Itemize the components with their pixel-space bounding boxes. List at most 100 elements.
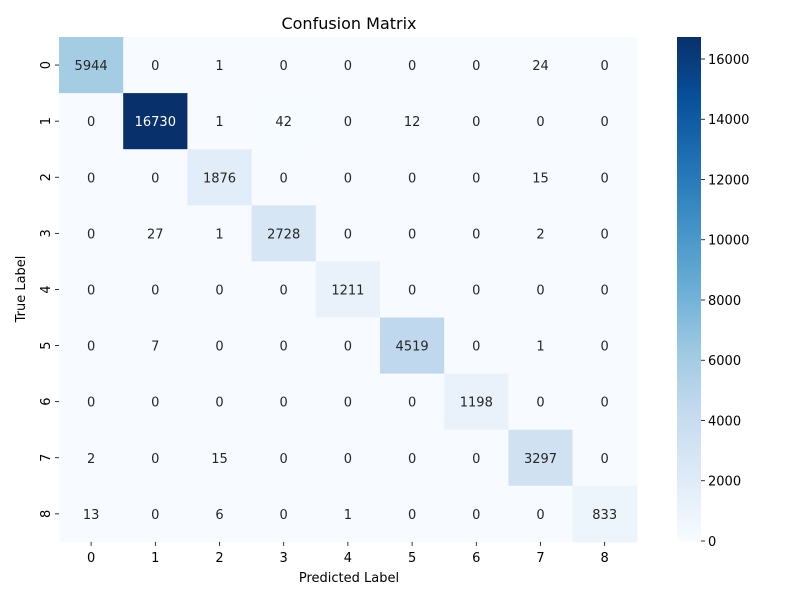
- colorbar-tick-label: 12000: [708, 173, 749, 188]
- heatmap-cell: [508, 373, 574, 431]
- cell-value-label: 0: [472, 59, 480, 74]
- cell-value-label: 0: [280, 396, 288, 411]
- cell-value-label: 0: [408, 171, 416, 186]
- cell-value-label: 0: [408, 227, 416, 242]
- heatmap-cell: [59, 205, 124, 262]
- heatmap-cell: [572, 317, 638, 375]
- heatmap-cell: [508, 93, 574, 150]
- heatmap-cell: [572, 93, 638, 150]
- cell-value-label: 0: [472, 171, 480, 186]
- cell-value-label: 2728: [267, 227, 300, 242]
- colorbar-ticks: 0 2000 4000 6000 8000 10000 12000 14000 16000: [701, 53, 749, 550]
- heatmap-cell: [572, 485, 638, 543]
- y-tick-label: 2: [39, 173, 54, 181]
- cell-value-label: 0: [151, 452, 159, 467]
- heatmap-cell: [315, 429, 381, 487]
- cell-value-label: 2: [87, 452, 95, 467]
- heatmap-cell: [251, 149, 317, 206]
- colorbar-tick-label: 10000: [708, 234, 749, 249]
- x-tick-label: 3: [280, 551, 288, 566]
- colorbar-tick-label: 2000: [708, 475, 741, 490]
- cell-value-label: 0: [280, 508, 288, 523]
- heatmap-cell: [59, 261, 124, 319]
- heatmap-cell: [123, 485, 188, 543]
- x-tick-label: 8: [601, 551, 609, 566]
- heatmap-cell: [251, 37, 317, 94]
- heatmap-cell: [444, 261, 509, 319]
- cell-value-label: 4519: [396, 340, 429, 355]
- heatmap-cell: [251, 205, 317, 262]
- heatmap-cell: [187, 373, 253, 431]
- heatmap-cell: [251, 261, 317, 319]
- x-tick-label: 7: [536, 551, 544, 566]
- chart-title: Confusion Matrix: [281, 14, 416, 33]
- heatmap-cell: [380, 429, 445, 487]
- cell-value-label: 0: [215, 283, 223, 298]
- cell-value-label: 0: [472, 340, 480, 355]
- heatmap-cell: [251, 485, 317, 543]
- colorbar-tick-label: 8000: [708, 294, 741, 309]
- heatmap-cell: [444, 317, 509, 375]
- cell-value-label: 42: [275, 115, 292, 130]
- cell-value-label: 0: [472, 508, 480, 523]
- y-tick-label: 1: [39, 117, 54, 125]
- cell-value-label: 0: [151, 59, 159, 74]
- y-tick-label: 8: [39, 510, 54, 518]
- cell-value-label: 0: [151, 171, 159, 186]
- heatmap-cell: [380, 149, 445, 206]
- heatmap-cell: [380, 373, 445, 431]
- heatmap-cell: [187, 205, 253, 262]
- cell-value-label: 0: [151, 283, 159, 298]
- cell-value-label: 0: [344, 59, 352, 74]
- heatmap-cell: [123, 317, 188, 375]
- y-axis-label: True Label: [14, 256, 29, 324]
- cell-value-label: 0: [344, 452, 352, 467]
- y-tick-label: 0: [39, 61, 54, 69]
- x-tick-label: 6: [472, 551, 480, 566]
- heatmap-cell: [315, 205, 381, 262]
- cell-value-label: 6: [215, 508, 223, 523]
- cell-value-label: 0: [601, 340, 609, 355]
- y-axis-ticks: 0 1 2 3 4 5 6 7 8: [39, 61, 59, 518]
- cell-value-label: 24: [532, 59, 549, 74]
- heatmap-cell: [187, 429, 253, 487]
- colorbar-tick-label: 16000: [708, 53, 749, 68]
- x-tick-label: 0: [87, 551, 95, 566]
- heatmap-cell: [572, 261, 638, 319]
- heatmap-cell: [123, 149, 188, 206]
- heatmap-cell: [187, 149, 253, 206]
- cell-value-label: 0: [536, 283, 544, 298]
- cell-value-label: 0: [344, 227, 352, 242]
- colorbar-tick-label: 0: [708, 535, 716, 550]
- heatmap-cell: [59, 485, 124, 543]
- cell-value-label: 0: [536, 508, 544, 523]
- cell-value-label: 16730: [135, 115, 176, 130]
- heatmap-cell: [187, 37, 253, 94]
- cell-value-label: 0: [87, 340, 95, 355]
- heatmap-cell: [59, 93, 124, 150]
- heatmap-cell: [123, 37, 188, 94]
- heatmap-cell: [444, 429, 509, 487]
- cell-value-label: 27: [147, 227, 164, 242]
- heatmap-cell: [251, 373, 317, 431]
- heatmap-cell: [508, 205, 574, 262]
- cell-value-label: 0: [87, 171, 95, 186]
- heatmap-cell: [572, 205, 638, 262]
- cell-value-label: 3297: [524, 452, 557, 467]
- cell-value-label: 2: [536, 227, 544, 242]
- heatmap-cell: [315, 37, 381, 94]
- cell-value-label: 1198: [460, 396, 493, 411]
- heatmap-cell: [380, 93, 445, 150]
- y-tick-label: 6: [39, 398, 54, 406]
- heatmap-cell: [123, 429, 188, 487]
- heatmap-cell: [380, 205, 445, 262]
- heatmap-cell: [508, 261, 574, 319]
- cell-value-label: 5944: [75, 59, 108, 74]
- cell-value-label: 0: [151, 396, 159, 411]
- cell-value-label: 7: [151, 340, 159, 355]
- y-tick-label: 5: [39, 341, 54, 349]
- colorbar: [677, 37, 701, 541]
- x-tick-label: 2: [215, 551, 223, 566]
- cell-value-label: 0: [215, 340, 223, 355]
- cell-value-label: 1: [536, 340, 544, 355]
